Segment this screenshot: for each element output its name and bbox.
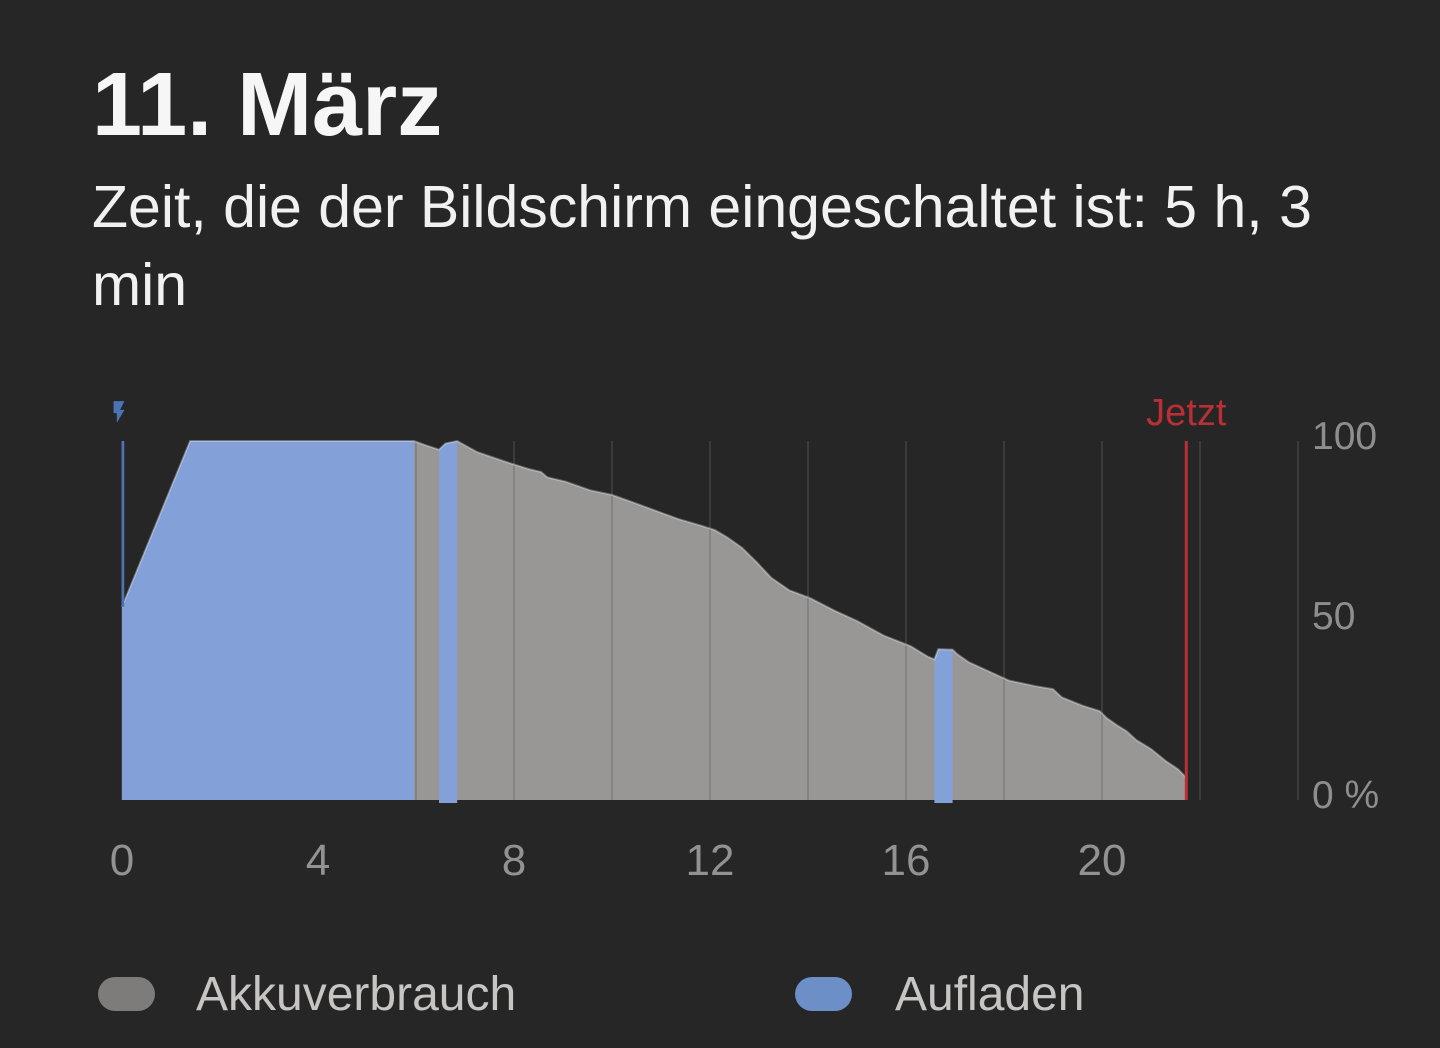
y-tick-label: 50	[1312, 594, 1356, 638]
charging-bolt-icon	[106, 398, 132, 426]
x-tick-label: 16	[881, 836, 931, 885]
legend-item-battery-usage: Akkuverbrauch	[98, 968, 516, 1021]
y-tick-label: 0 %	[1312, 774, 1380, 817]
battery-usage-swatch	[98, 977, 155, 1011]
charging-swatch	[795, 977, 852, 1011]
x-tick-label: 12	[685, 836, 735, 885]
charging-area	[122, 441, 414, 800]
screen-on-time-subtitle: Zeit, die der Bildschirm eingeschaltet i…	[92, 174, 1312, 318]
now-label: Jetzt	[1146, 392, 1227, 434]
legend-item-charging: Aufladen	[795, 968, 1085, 1021]
x-tick-label: 0	[109, 836, 135, 885]
x-tick-label: 20	[1077, 836, 1127, 885]
y-tick-label: 100	[1312, 415, 1378, 458]
battery-usage-legend-label: Akkuverbrauch	[196, 967, 517, 1021]
battery-curve-edge	[121, 439, 1188, 780]
x-tick-label: 8	[501, 836, 527, 885]
x-tick-label: 4	[305, 836, 331, 885]
charging-area	[439, 441, 458, 803]
charging-legend-label: Aufladen	[895, 967, 1085, 1021]
page-title: 11. März	[92, 55, 443, 155]
charging-area	[934, 649, 953, 803]
